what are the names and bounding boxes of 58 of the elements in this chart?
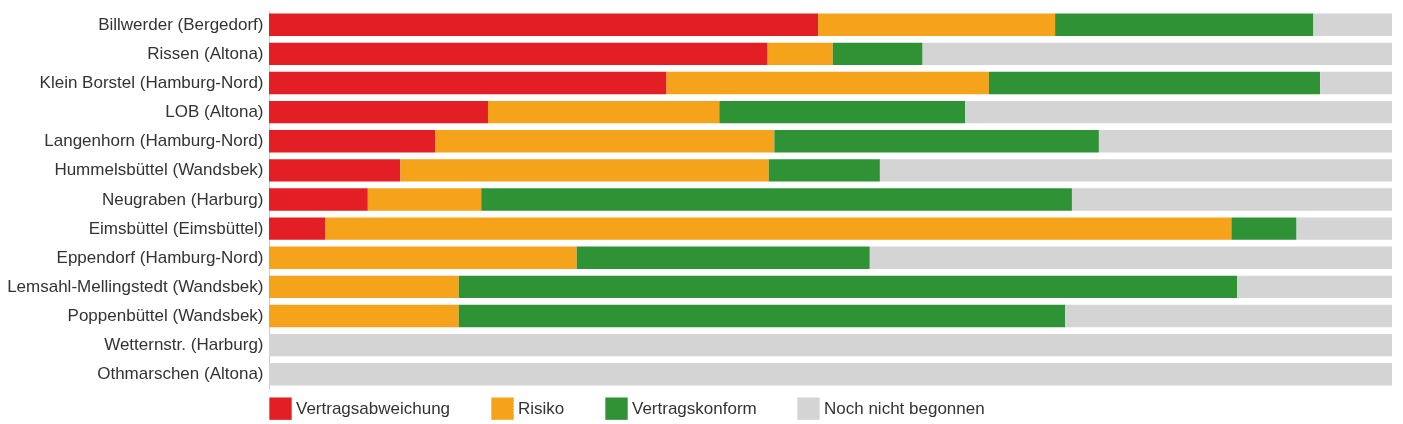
bar xyxy=(435,130,775,153)
legend-label: Risiko xyxy=(518,398,565,418)
y-tick-label: Billwerder (Bergedorf) xyxy=(98,14,264,34)
bar xyxy=(481,188,1072,211)
bar xyxy=(879,159,1392,182)
bar xyxy=(922,42,1392,66)
bar xyxy=(487,100,720,124)
y-tick-label: Rissen (Altona) xyxy=(147,43,264,63)
y-tick-label: Poppenbüttel (Wandsbek) xyxy=(67,306,264,326)
legend-label: Vertragskonform xyxy=(632,398,757,418)
bar xyxy=(269,159,401,182)
bar xyxy=(1320,71,1392,95)
bar xyxy=(269,13,819,36)
bar xyxy=(869,246,1392,269)
bar xyxy=(767,42,833,66)
bar xyxy=(1296,217,1392,240)
y-tick-label: Eimsbüttel (Eimsbüttel) xyxy=(88,218,264,238)
bar xyxy=(666,71,989,95)
bar xyxy=(269,188,368,211)
y-tick-label: Eppendorf (Hamburg-Nord) xyxy=(56,247,264,267)
bar xyxy=(1231,217,1297,240)
bar xyxy=(325,217,1232,240)
bar xyxy=(269,275,459,299)
bar xyxy=(1098,130,1392,153)
bar xyxy=(768,159,880,182)
bar xyxy=(367,188,482,211)
bar xyxy=(269,246,577,269)
bar xyxy=(774,130,1099,153)
y-tick-label: Hummelsbüttel (Wandsbek) xyxy=(54,160,264,180)
bar xyxy=(988,71,1321,95)
bar xyxy=(832,42,923,66)
bar xyxy=(576,246,870,269)
bar xyxy=(269,42,768,66)
bar xyxy=(400,159,769,182)
bar xyxy=(269,71,667,95)
bar xyxy=(719,100,966,124)
y-tick-label: LOB (Altona) xyxy=(165,102,264,122)
y-tick-label: Neugraben (Harburg) xyxy=(101,189,264,209)
bar xyxy=(1313,13,1392,36)
bar xyxy=(1055,13,1314,36)
bar xyxy=(1065,304,1392,328)
bar xyxy=(458,275,1238,299)
bar xyxy=(965,100,1392,124)
bar xyxy=(269,130,436,153)
bar xyxy=(1071,188,1392,211)
legend-label: Noch nicht begonnen xyxy=(824,398,985,418)
y-tick-label: Lemsahl-Mellingstedt (Wandsbek) xyxy=(7,276,264,296)
bar xyxy=(1237,275,1392,299)
y-tick-label: Klein Borstel (Hamburg-Nord) xyxy=(39,72,264,92)
y-tick-label: Wetternstr. (Harburg) xyxy=(104,335,264,355)
bar xyxy=(269,217,326,240)
y-tick-label: Othmarschen (Altona) xyxy=(97,364,264,384)
bar xyxy=(269,304,459,328)
y-tick-label: Langenhorn (Hamburg-Nord) xyxy=(44,131,264,151)
bar xyxy=(269,100,488,124)
legend-label: Vertragsabweichung xyxy=(296,398,451,418)
bar xyxy=(458,304,1066,328)
bar xyxy=(818,13,1056,36)
